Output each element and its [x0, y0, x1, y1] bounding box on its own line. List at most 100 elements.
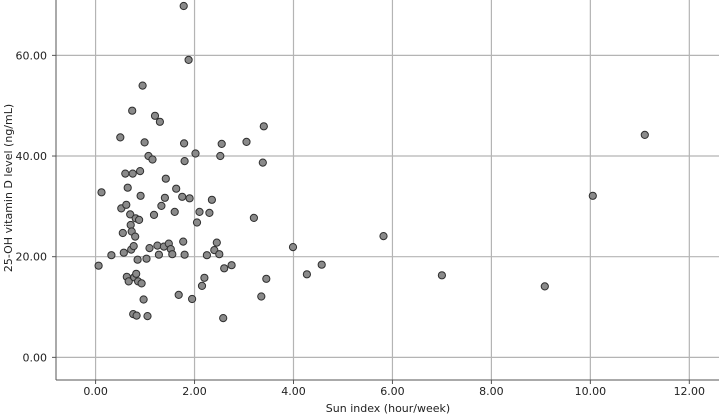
- x-axis-title: Sun index (hour/week): [326, 402, 450, 415]
- horizontal-gridlines: [52, 54, 719, 358]
- data-point: [136, 191, 145, 200]
- data-point: [129, 242, 138, 251]
- data-point: [188, 294, 197, 304]
- data-point: [148, 155, 157, 164]
- data-point: [131, 232, 140, 241]
- data-point: [437, 271, 446, 280]
- data-point: [249, 213, 258, 222]
- data-point: [160, 193, 169, 202]
- data-point: [157, 201, 166, 210]
- data-point: [137, 279, 146, 288]
- data-point: [154, 250, 163, 259]
- y-tick-label: 20.00: [16, 251, 48, 264]
- data-point: [180, 157, 189, 166]
- data-point: [143, 312, 152, 321]
- data-point: [588, 191, 597, 200]
- data-point: [640, 130, 649, 139]
- data-point: [142, 254, 151, 263]
- data-point: [288, 243, 298, 252]
- data-point: [139, 295, 148, 304]
- data-point: [116, 133, 125, 142]
- data-points: [94, 1, 649, 323]
- data-point: [138, 81, 147, 90]
- data-point: [262, 274, 271, 283]
- data-point: [132, 269, 141, 278]
- data-point: [379, 232, 388, 241]
- data-point: [178, 192, 187, 201]
- data-point: [302, 270, 311, 279]
- data-point: [149, 210, 159, 219]
- data-point: [220, 264, 229, 273]
- data-point: [135, 215, 144, 224]
- x-tick-label: 6.00: [380, 385, 405, 398]
- data-point: [200, 273, 209, 282]
- data-point: [212, 238, 221, 247]
- data-point: [205, 208, 214, 217]
- data-point: [174, 290, 183, 299]
- data-point: [136, 167, 145, 176]
- data-point: [257, 292, 266, 301]
- data-point: [317, 260, 326, 269]
- data-point: [179, 237, 188, 246]
- data-point: [184, 55, 193, 65]
- data-point: [215, 250, 224, 259]
- y-tick-label: 60.00: [16, 49, 48, 62]
- data-point: [180, 139, 189, 148]
- data-point: [197, 281, 207, 290]
- data-point: [121, 169, 130, 178]
- x-tick-label: 0.00: [83, 385, 108, 398]
- data-point: [94, 261, 103, 270]
- vertical-gridlines: [94, 0, 690, 384]
- data-point: [216, 151, 225, 161]
- data-point: [122, 200, 131, 209]
- data-point: [119, 248, 128, 257]
- data-point: [217, 139, 226, 148]
- data-point: [191, 149, 200, 158]
- data-point: [259, 122, 268, 131]
- data-point: [207, 195, 216, 204]
- data-point: [97, 188, 106, 197]
- data-point: [155, 117, 164, 126]
- data-point: [185, 194, 194, 203]
- plot-area: [56, 0, 719, 380]
- data-point: [168, 250, 177, 259]
- data-point: [180, 250, 189, 259]
- x-tick-label: 4.00: [281, 385, 306, 398]
- y-tick-labels: 0.00 20.00 40.00 60.00: [16, 49, 48, 364]
- data-point: [118, 228, 127, 238]
- data-point: [227, 261, 236, 270]
- y-tick-label: 0.00: [23, 351, 48, 364]
- data-point: [153, 241, 162, 250]
- data-point: [195, 207, 204, 216]
- data-point: [179, 1, 188, 11]
- x-tick-label: 8.00: [479, 385, 504, 398]
- data-point: [133, 255, 142, 264]
- data-point: [258, 158, 267, 167]
- x-tick-label: 10.00: [575, 385, 607, 398]
- data-point: [128, 106, 137, 115]
- data-point: [126, 210, 135, 219]
- data-point: [242, 137, 251, 146]
- y-axis-title: 25-OH vitamin D level (ng/mL): [2, 104, 15, 272]
- data-point: [107, 251, 116, 260]
- data-point: [126, 220, 135, 230]
- data-point: [150, 111, 160, 120]
- data-point: [219, 314, 228, 323]
- y-tick-label: 40.00: [16, 150, 48, 163]
- data-point: [172, 184, 181, 193]
- data-point: [145, 244, 154, 253]
- data-point: [124, 277, 133, 286]
- x-tick-labels: 0.00 2.00 4.00 6.00 8.00 10.00 12.00: [83, 385, 705, 398]
- x-tick-label: 12.00: [674, 385, 706, 398]
- data-point: [540, 282, 549, 291]
- data-point: [140, 138, 149, 147]
- data-point: [123, 183, 132, 192]
- data-point: [170, 207, 179, 216]
- data-point: [161, 174, 170, 183]
- data-point: [192, 218, 202, 227]
- data-point: [128, 169, 137, 178]
- data-point: [202, 251, 211, 260]
- x-tick-label: 2.00: [182, 385, 207, 398]
- data-point: [132, 311, 141, 320]
